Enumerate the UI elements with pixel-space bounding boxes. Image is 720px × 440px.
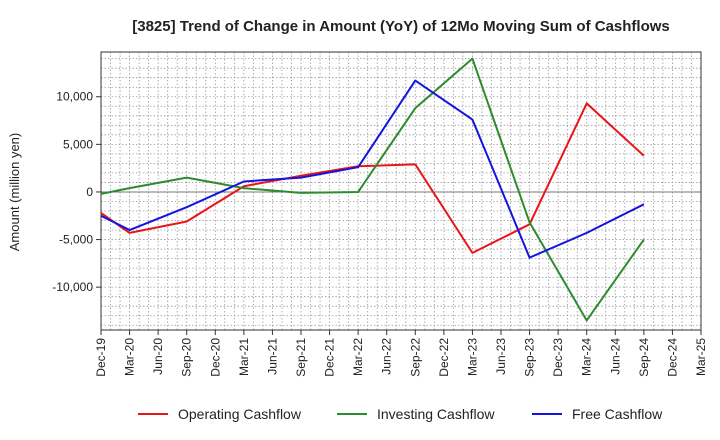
- x-tick-label: Mar-21: [237, 338, 251, 376]
- x-tick-label: Jun-23: [494, 338, 508, 375]
- x-tick-label: Mar-23: [465, 338, 479, 376]
- x-tick-label: Dec-21: [323, 338, 337, 377]
- legend-label: Free Cashflow: [572, 406, 663, 422]
- x-tick-label: Dec-20: [208, 338, 222, 377]
- y-tick-label: -5,000: [59, 233, 93, 247]
- x-axis: Dec-19 Mar-20 Jun-20 Sep-20 Dec-20 Mar-21 Jun-…: [94, 330, 708, 377]
- x-tick-label: Dec-23: [551, 338, 565, 377]
- series-line-investing-cashflow: [100, 57, 645, 322]
- x-tick-label: Sep-20: [180, 338, 194, 377]
- x-tick-label: Jun-22: [380, 338, 394, 375]
- y-tick-label: 0: [86, 185, 93, 199]
- x-tick-label: Mar-25: [694, 338, 708, 376]
- y-axis-label: Amount (million yen): [7, 133, 22, 252]
- legend: Operating Cashflow Investing Cashflow Free…: [138, 406, 663, 422]
- series-line-free-cashflow: [100, 79, 645, 259]
- legend-label: Operating Cashflow: [178, 406, 302, 422]
- x-tick-label: Sep-21: [294, 338, 308, 377]
- y-tick-label: -10,000: [52, 280, 93, 294]
- legend-label: Investing Cashflow: [377, 406, 495, 422]
- x-tick-label: Dec-24: [665, 338, 679, 377]
- x-tick-label: Mar-20: [123, 338, 137, 376]
- chart-title: [3825] Trend of Change in Amount (YoY) o…: [132, 18, 670, 35]
- y-axis: -10,000 -5,000 0 5,000 10,000: [52, 90, 101, 294]
- x-tick-label: Sep-23: [523, 338, 537, 377]
- x-tick-label: Jun-20: [151, 338, 165, 375]
- x-tick-label: Mar-24: [580, 338, 594, 376]
- x-tick-label: Dec-19: [94, 338, 108, 377]
- x-tick-label: Mar-22: [351, 338, 365, 376]
- x-tick-label: Dec-22: [437, 338, 451, 377]
- plot-background: [101, 52, 701, 330]
- x-tick-label: Jun-21: [265, 338, 279, 375]
- plot-area: [100, 51, 702, 331]
- series-layer: [100, 57, 645, 322]
- plot-frame: [100, 51, 702, 331]
- y-tick-label: 10,000: [56, 90, 93, 104]
- y-tick-label: 5,000: [63, 137, 93, 151]
- x-tick-label: Jun-24: [608, 338, 622, 375]
- x-tick-label: Sep-22: [408, 338, 422, 377]
- x-tick-label: Sep-24: [637, 338, 651, 377]
